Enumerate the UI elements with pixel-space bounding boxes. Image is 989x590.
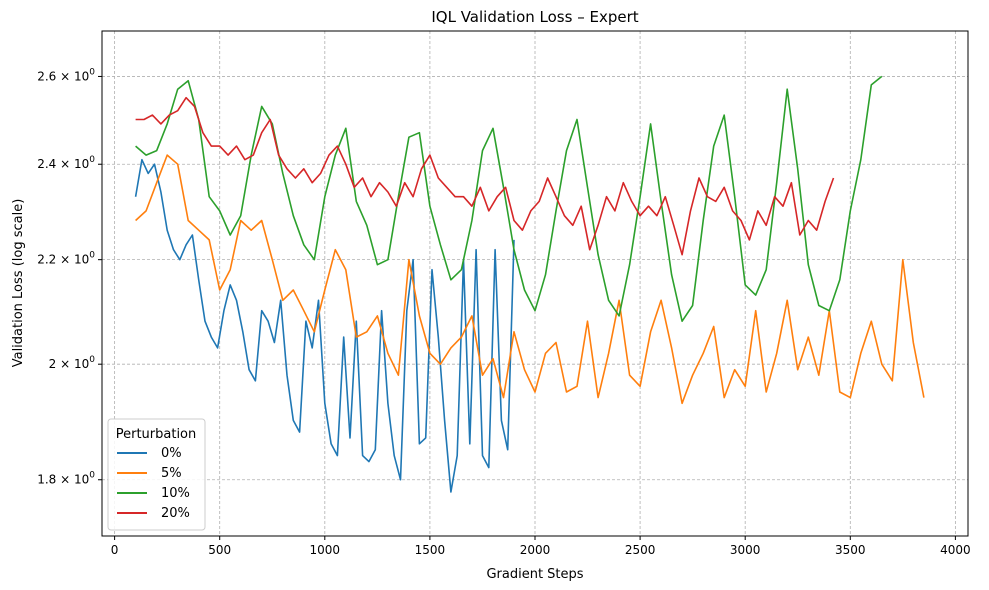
y-axis: 1.8 × 100 2 × 100 2.2 × 100 2.4 × 100 2.6 × … (37, 67, 102, 487)
series-line-10-percent (135, 75, 883, 323)
x-tick-label: 500 (208, 543, 231, 557)
x-tick-label: 2500 (625, 543, 656, 557)
x-tick-label: 3500 (835, 543, 866, 557)
legend-box (107, 418, 206, 531)
x-axis-label: Gradient Steps (486, 567, 583, 582)
x-axis: 0 500 1000 1500 2000 2500 3000 3500 4000 (111, 536, 971, 557)
legend-items: 0% 5% 10% 20% (117, 446, 190, 521)
x-tick-label: 4000 (940, 543, 971, 557)
series-layer (134, 75, 925, 493)
legend-label-5-percent: 5% (161, 466, 182, 481)
series-line-20-percent (135, 96, 835, 256)
grid (102, 31, 968, 536)
legend-label-10-percent: 10% (161, 486, 190, 501)
y-tick-label: 2.2 × 100 (37, 251, 95, 267)
y-tick-label: 2.4 × 100 (37, 155, 95, 171)
x-tick-label: 3000 (730, 543, 761, 557)
y-axis-label: Validation Loss (log scale) (11, 199, 26, 368)
legend: Perturbation 0% 5% 10% 20% (107, 418, 206, 531)
series-line-5-percent (135, 154, 925, 405)
legend-label-0-percent: 0% (161, 446, 182, 461)
chart-title: IQL Validation Loss – Expert (431, 8, 638, 26)
legend-title: Perturbation (116, 427, 197, 442)
x-tick-label: 1500 (415, 543, 446, 557)
legend-label-20-percent: 20% (161, 506, 190, 521)
series-line-0-percent (134, 158, 515, 493)
y-tick-label: 2 × 100 (49, 355, 96, 371)
y-tick-label: 2.6 × 100 (37, 67, 95, 83)
x-tick-label: 2000 (520, 543, 551, 557)
x-tick-label: 0 (111, 543, 119, 557)
x-tick-label: 1000 (310, 543, 341, 557)
y-tick-label: 1.8 × 100 (37, 471, 95, 487)
